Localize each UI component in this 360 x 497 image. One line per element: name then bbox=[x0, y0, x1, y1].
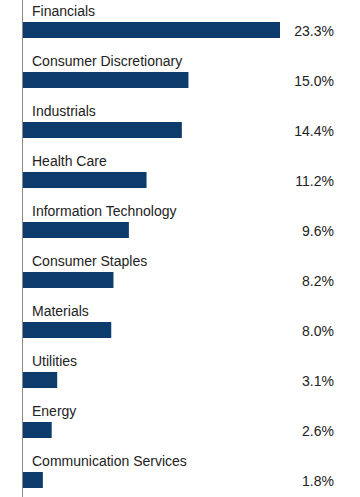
data-label: 3.1% bbox=[302, 373, 334, 389]
bars bbox=[23, 22, 280, 488]
bar bbox=[23, 172, 147, 188]
category-label: Information Technology bbox=[32, 203, 177, 219]
bar bbox=[23, 472, 43, 488]
bar bbox=[23, 122, 182, 138]
bar bbox=[23, 22, 280, 38]
data-label: 8.2% bbox=[302, 273, 334, 289]
data-label: 14.4% bbox=[294, 123, 334, 139]
category-label: Consumer Discretionary bbox=[32, 53, 182, 69]
chart: Financials Consumer Discretionary Industri… bbox=[0, 0, 360, 497]
category-label: Materials bbox=[32, 303, 89, 319]
category-label: Utilities bbox=[32, 353, 77, 369]
data-label: 8.0% bbox=[302, 323, 334, 339]
data-label: 23.3% bbox=[294, 23, 334, 39]
category-label: Health Care bbox=[32, 153, 107, 169]
bar bbox=[23, 372, 57, 388]
data-label: 11.2% bbox=[295, 173, 334, 189]
bar bbox=[23, 72, 188, 88]
bar bbox=[23, 272, 113, 288]
bar bbox=[23, 422, 52, 438]
data-label: 1.8% bbox=[302, 473, 334, 489]
category-label: Communication Services bbox=[32, 453, 187, 469]
bar bbox=[23, 222, 129, 238]
data-label: 2.6% bbox=[302, 423, 334, 439]
data-label: 9.6% bbox=[302, 223, 334, 239]
bar bbox=[23, 322, 111, 338]
category-label: Industrials bbox=[32, 103, 96, 119]
labels: Financials Consumer Discretionary Industri… bbox=[32, 3, 334, 489]
data-label: 15.0% bbox=[294, 73, 334, 89]
axis-line bbox=[22, 0, 23, 497]
category-label: Consumer Staples bbox=[32, 253, 147, 269]
category-label: Energy bbox=[32, 403, 76, 419]
category-label: Financials bbox=[32, 3, 95, 19]
